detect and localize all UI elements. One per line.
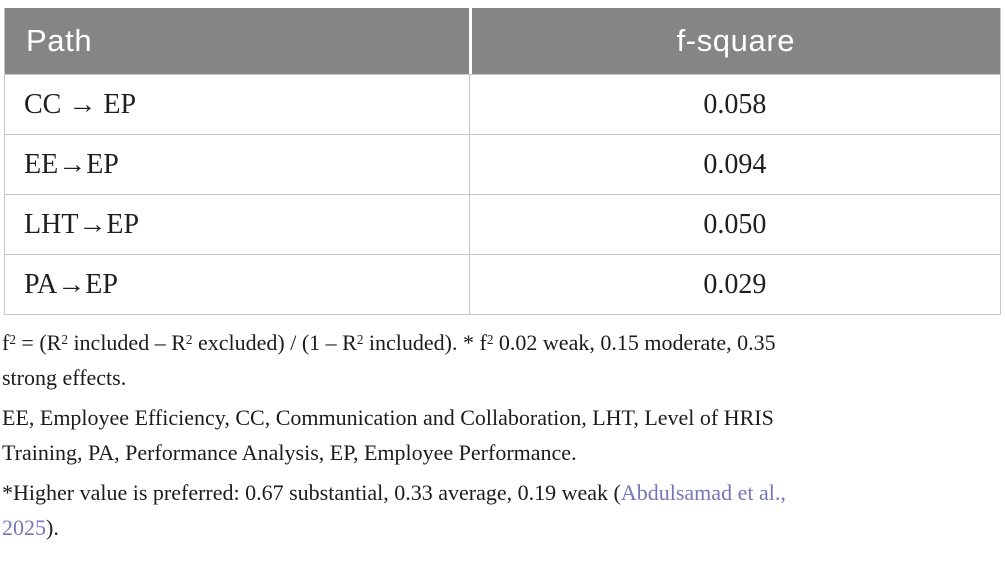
footnote-formula-line1: f2 = (R2 included – R2 excluded) / (1 – … xyxy=(2,325,1001,360)
table-footnotes: f2 = (R2 included – R2 excluded) / (1 – … xyxy=(2,325,1001,545)
path-cell: CC → EP xyxy=(24,88,137,120)
threshold-text: *Higher value is preferred: 0.67 substan… xyxy=(2,480,621,505)
footnote-formula-line2: strong effects. xyxy=(2,365,127,390)
superscript-2: 2 xyxy=(356,332,364,348)
superscript-2: 2 xyxy=(9,332,16,348)
table-row: EE→EP 0.094 xyxy=(5,134,1000,194)
footnote-formula: f2 = (R2 included – R2 excluded) / (1 – … xyxy=(2,325,1001,395)
f-square-figure: Path f-square CC → EP 0.058 EE→EP 0.094 … xyxy=(0,8,1005,545)
formula-text: = (R xyxy=(15,330,62,355)
formula-text: included). * f xyxy=(363,330,487,355)
footnote-thresholds-line2: 2025). xyxy=(2,510,1001,545)
path-cell: PA→EP xyxy=(24,268,118,300)
footnote-abbreviations: EE, Employee Efficiency, CC, Communicati… xyxy=(2,400,1001,470)
citation-link[interactable]: 2025 xyxy=(2,515,46,540)
footnote-thresholds-line1: *Higher value is preferred: 0.67 substan… xyxy=(2,475,1001,510)
footnote-abbreviations-line1: EE, Employee Efficiency, CC, Communicati… xyxy=(2,405,774,430)
fsquare-cell: 0.050 xyxy=(468,195,1000,254)
formula-text: included – R xyxy=(67,330,186,355)
superscript-2: 2 xyxy=(61,332,68,348)
column-header-path: Path xyxy=(5,8,469,74)
formula-text: excluded) / (1 – R xyxy=(192,330,357,355)
footnote-abbreviations-line2: Training, PA, Performance Analysis, EP, … xyxy=(2,440,577,465)
citation-link[interactable]: Abdulsamad et al., xyxy=(620,480,786,505)
path-cell: LHT→EP xyxy=(24,208,140,240)
table-header-row: Path f-square xyxy=(5,8,1000,74)
path-cell: EE→EP xyxy=(24,148,119,180)
table-row: PA→EP 0.029 xyxy=(5,254,1000,314)
f-square-table: Path f-square CC → EP 0.058 EE→EP 0.094 … xyxy=(4,8,1001,315)
fsquare-cell: 0.058 xyxy=(468,75,1000,134)
footnote-thresholds: *Higher value is preferred: 0.67 substan… xyxy=(2,475,1001,545)
formula-text: f xyxy=(2,330,10,355)
fsquare-cell: 0.094 xyxy=(468,135,1000,194)
fsquare-cell: 0.029 xyxy=(468,255,1000,314)
table-row: CC → EP 0.058 xyxy=(5,74,1000,134)
superscript-2: 2 xyxy=(486,332,494,348)
table-row: LHT→EP 0.050 xyxy=(5,194,1000,254)
superscript-2: 2 xyxy=(185,332,193,348)
formula-text: 0.02 weak, 0.15 moderate, 0.35 xyxy=(493,330,776,355)
threshold-text: ). xyxy=(46,515,59,540)
column-header-fsquare: f-square xyxy=(468,8,1000,74)
